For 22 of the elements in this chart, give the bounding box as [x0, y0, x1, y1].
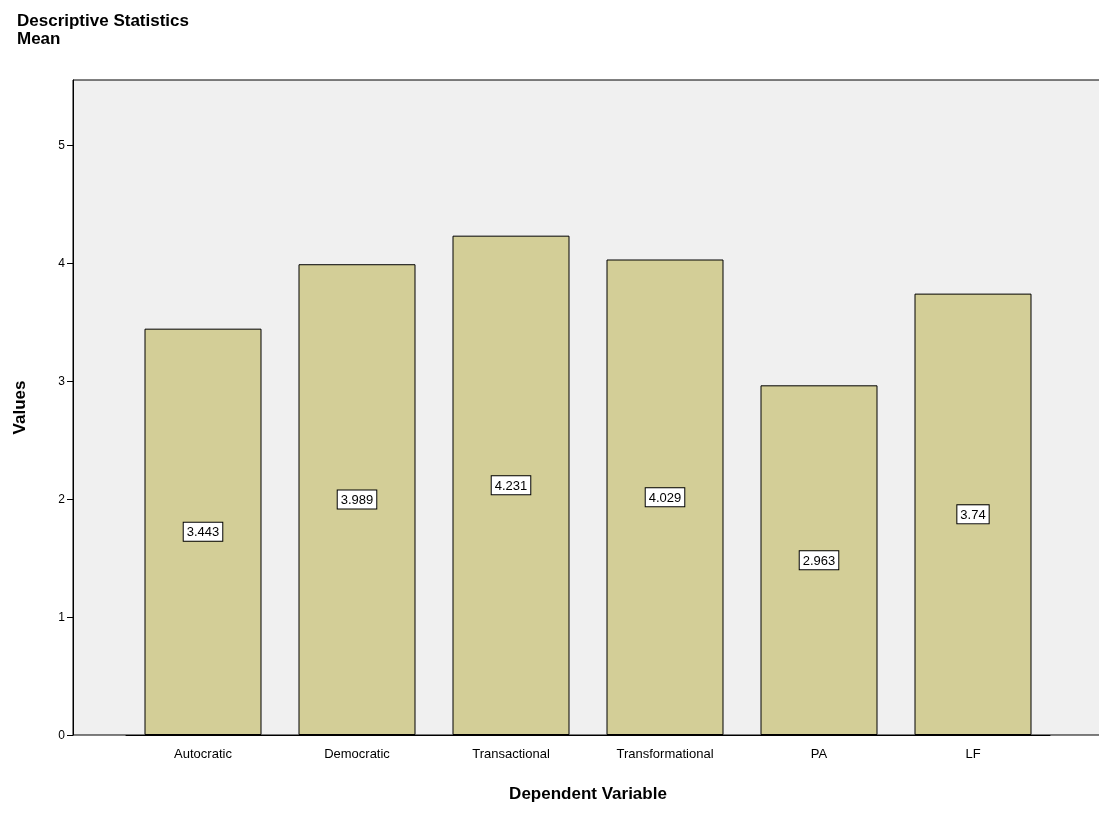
chart-subtitle: Mean: [17, 28, 61, 48]
data-label: 4.029: [648, 489, 682, 505]
data-label: 3.989: [340, 492, 374, 508]
y-tick-label: 1: [58, 609, 66, 624]
x-axis-title: Dependent Variable: [509, 784, 667, 803]
chart-title: Descriptive Statistics: [17, 10, 189, 30]
x-tick-label: PA: [810, 746, 828, 761]
y-tick-label: 3: [58, 373, 66, 388]
x-tick-label: Transformational: [616, 746, 714, 761]
y-tick-label: 5: [58, 137, 66, 152]
x-tick-label: Autocratic: [174, 746, 233, 761]
x-tick-label: Democratic: [324, 746, 391, 761]
x-tick-label: LF: [965, 746, 981, 761]
data-label: 4.231: [494, 477, 528, 493]
y-axis-title: Values: [10, 380, 29, 435]
data-label: 3.443: [186, 524, 220, 540]
data-label: 3.74: [960, 506, 986, 522]
y-tick-label: 0: [58, 728, 66, 742]
y-tick-label: 2: [58, 491, 66, 506]
data-label: 2.963: [802, 552, 836, 568]
x-tick-label: Transactional: [472, 746, 550, 761]
y-tick-label: 4: [58, 255, 66, 270]
